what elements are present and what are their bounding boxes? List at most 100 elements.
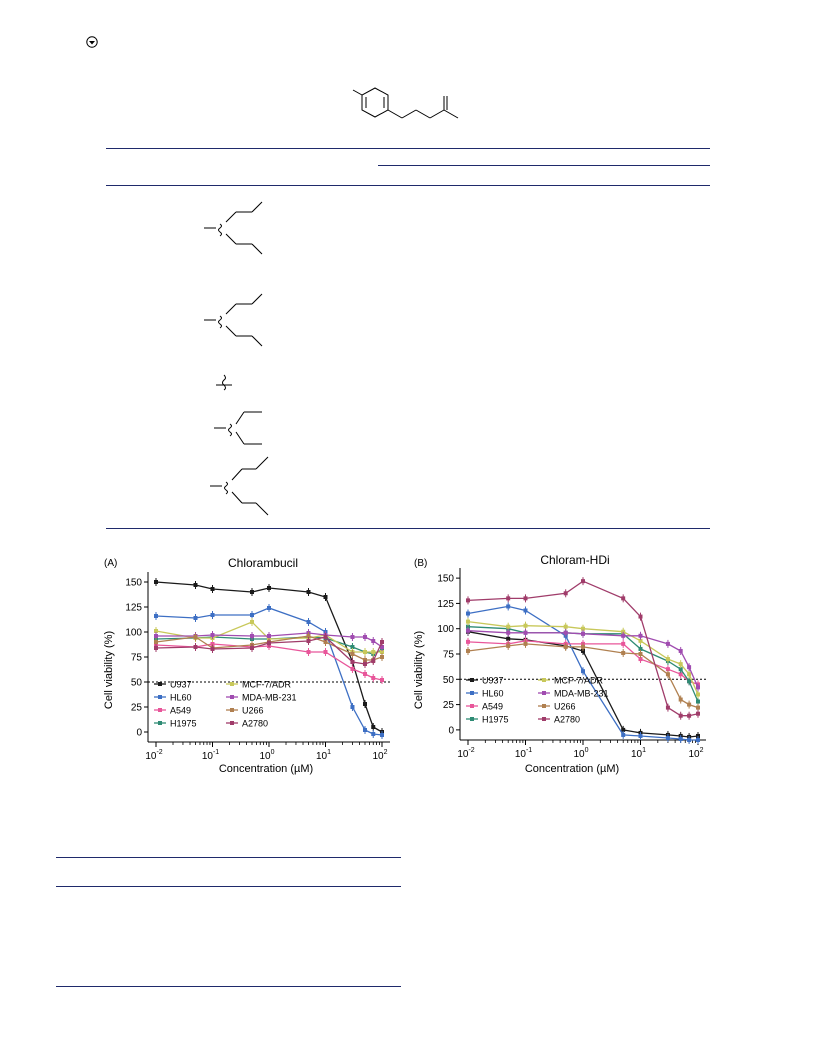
data-point xyxy=(466,619,470,624)
data-point xyxy=(466,639,470,644)
data-point xyxy=(306,634,311,638)
data-point xyxy=(267,641,271,645)
data-point xyxy=(380,640,384,644)
data-point xyxy=(466,611,470,616)
arrow-circle-icon xyxy=(86,35,98,48)
y-axis-label: Cell viability (%) xyxy=(103,631,115,709)
data-point xyxy=(696,685,700,690)
data-point xyxy=(678,648,683,653)
legend-marker xyxy=(470,678,474,682)
data-point xyxy=(506,604,511,609)
legend-marker xyxy=(230,682,234,686)
legend-marker xyxy=(542,717,546,721)
y-tick-label: 75 xyxy=(131,653,143,664)
data-point xyxy=(621,641,626,646)
data-point xyxy=(371,639,376,643)
y-tick-label: 100 xyxy=(125,628,142,639)
data-point xyxy=(665,667,670,672)
substituent-structure-5 xyxy=(204,455,274,517)
table-bottom-rule xyxy=(106,528,710,529)
data-point xyxy=(350,660,355,664)
legend-marker xyxy=(542,678,546,682)
x-tick-label: 10-2 xyxy=(145,749,162,762)
structure-top xyxy=(350,80,470,130)
data-point xyxy=(371,732,376,736)
y-tick-label: 150 xyxy=(437,574,454,585)
data-point xyxy=(638,614,643,619)
data-point xyxy=(267,634,271,638)
data-point xyxy=(638,657,643,662)
table-sub-rule xyxy=(378,165,710,166)
chart-title: Chloram-HDi xyxy=(540,553,609,567)
data-point xyxy=(581,579,585,584)
legend-label: MDA-MB-231 xyxy=(242,693,297,703)
data-point xyxy=(678,736,683,741)
x-axis-label: Concentration (µM) xyxy=(219,763,313,775)
x-tick-label: 10-1 xyxy=(515,747,532,760)
data-point xyxy=(362,662,367,666)
data-point xyxy=(267,606,271,610)
legend-marker xyxy=(542,691,546,695)
data-point xyxy=(249,613,254,617)
legend-marker xyxy=(470,704,474,708)
data-point xyxy=(696,705,700,710)
data-point xyxy=(210,633,215,637)
data-point xyxy=(506,636,511,641)
y-tick-label: 50 xyxy=(131,678,143,689)
data-point xyxy=(249,620,254,624)
data-point xyxy=(154,629,158,633)
legend-label: U266 xyxy=(554,702,576,712)
data-point xyxy=(306,590,311,594)
data-point xyxy=(466,598,470,603)
table2-top-rule xyxy=(56,857,401,858)
data-point xyxy=(523,608,528,613)
data-point xyxy=(687,738,692,742)
data-point xyxy=(362,672,367,676)
data-point xyxy=(581,626,585,631)
legend-label: U266 xyxy=(242,706,264,716)
y-tick-label: 0 xyxy=(448,725,454,736)
panel-label: (B) xyxy=(414,558,427,569)
data-point xyxy=(638,652,643,656)
legend-marker xyxy=(230,708,234,712)
data-point xyxy=(371,676,376,680)
legend-marker xyxy=(542,704,546,708)
legend-label: A2780 xyxy=(242,719,268,729)
data-point xyxy=(362,702,367,706)
substituent-structure-2 xyxy=(198,290,268,350)
data-point xyxy=(350,645,355,649)
chart-panel-b: (B) Chloram-HDi Cell viability (%) Conce… xyxy=(410,550,720,780)
data-point xyxy=(687,702,692,707)
x-tick-label: 101 xyxy=(316,749,331,762)
legend-marker xyxy=(158,708,162,712)
legend-marker xyxy=(470,717,474,721)
y-tick-label: 50 xyxy=(443,675,455,686)
series-line-hl60 xyxy=(155,607,383,736)
data-point xyxy=(210,647,215,651)
substituent-structure-1 xyxy=(198,198,268,258)
data-point xyxy=(350,635,355,639)
data-point xyxy=(210,587,215,591)
data-point xyxy=(350,705,355,709)
x-tick-label: 101 xyxy=(631,747,646,760)
legend-label: A2780 xyxy=(554,715,580,725)
data-point xyxy=(371,725,376,729)
data-point xyxy=(621,650,626,655)
data-point xyxy=(380,655,384,659)
data-point xyxy=(523,596,528,601)
data-point xyxy=(523,630,528,635)
data-point xyxy=(687,672,692,677)
legend-marker xyxy=(158,682,162,686)
data-point xyxy=(154,640,158,644)
y-tick-label: 0 xyxy=(136,728,142,739)
legend-label: U937 xyxy=(482,676,504,686)
legend-marker xyxy=(158,695,162,699)
data-point xyxy=(581,669,585,674)
data-point xyxy=(621,629,626,634)
y-tick-label: 125 xyxy=(437,599,454,610)
data-point xyxy=(249,590,254,594)
data-point xyxy=(362,650,367,654)
data-point xyxy=(267,586,271,590)
x-tick-label: 102 xyxy=(688,747,703,760)
substituent-structure-4 xyxy=(208,408,268,448)
